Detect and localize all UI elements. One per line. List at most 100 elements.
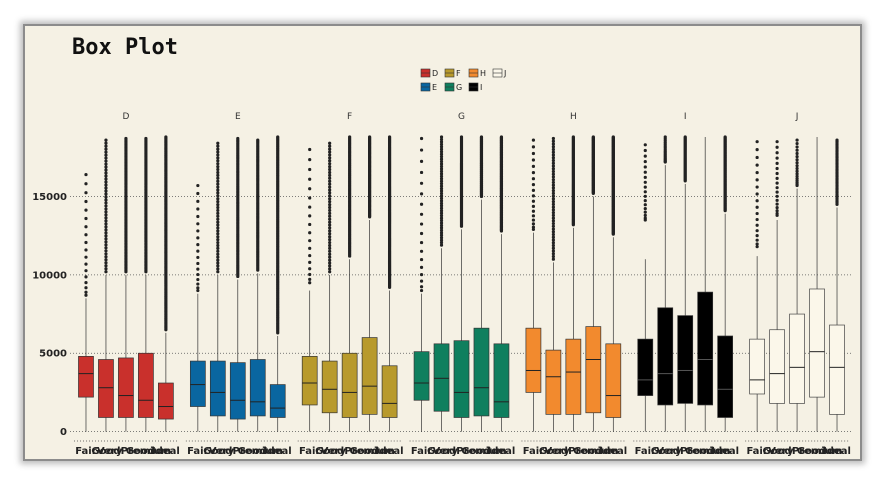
outlier-point	[755, 192, 759, 196]
facet-label: J	[795, 112, 799, 122]
box-ideal: Ideal	[711, 135, 739, 457]
outlier-point	[551, 230, 555, 234]
outlier-point	[643, 165, 647, 169]
outlier-point	[104, 264, 108, 268]
outlier-point	[164, 135, 168, 139]
outlier-point	[196, 272, 200, 277]
outlier-point	[439, 236, 444, 240]
outlier-point	[328, 147, 332, 151]
outlier-point	[216, 243, 220, 248]
outlier-point	[348, 135, 352, 139]
outlier-point	[499, 135, 504, 139]
box-good: Good	[763, 140, 792, 457]
outlier-point	[795, 158, 799, 162]
outlier-point	[104, 150, 108, 154]
outlier-point	[439, 226, 444, 230]
x-tick-label: Fair	[635, 446, 656, 457]
outlier-point	[419, 265, 424, 269]
outlier-point	[84, 248, 88, 252]
outlier-point	[551, 202, 555, 206]
outlier-point	[104, 198, 108, 202]
outlier-point	[419, 202, 424, 206]
outlier-point	[104, 171, 108, 175]
outlier-point	[643, 154, 647, 158]
outlier-point	[104, 141, 108, 145]
y-tick-label: 15000	[32, 192, 67, 203]
outlier-point	[368, 135, 372, 139]
outlier-point	[419, 240, 424, 245]
outlier-point	[419, 222, 424, 226]
outlier-point	[551, 142, 555, 146]
outlier-point	[104, 252, 108, 256]
x-tick-label: Ideal	[823, 446, 851, 457]
legend-label: E	[432, 83, 437, 92]
outlier-point	[216, 173, 220, 177]
outlier-point	[755, 178, 759, 182]
box-iqr	[473, 327, 490, 417]
outlier-point	[308, 272, 312, 277]
outlier-point	[196, 236, 200, 240]
outlier-point	[775, 209, 779, 213]
outlier-point	[104, 186, 108, 190]
outlier-point	[308, 187, 312, 191]
facet-label: H	[570, 112, 577, 122]
box-iqr	[321, 360, 338, 414]
outlier-point	[419, 257, 424, 262]
outlier-point	[328, 240, 332, 245]
outlier-point	[439, 223, 444, 228]
box-good: Good	[427, 135, 456, 457]
outlier-point	[755, 238, 759, 242]
outlier-point	[216, 270, 220, 274]
x-tick-label: Ideal	[488, 446, 516, 457]
box-iqr	[433, 343, 450, 412]
outlier-point	[775, 206, 779, 210]
outlier-point	[775, 151, 779, 155]
outlier-point	[611, 135, 615, 139]
outlier-point	[755, 234, 759, 238]
outlier-point	[124, 136, 128, 141]
outlier-point	[216, 179, 220, 183]
outlier-point	[551, 238, 555, 242]
outlier-point	[551, 175, 555, 179]
x-tick-label: Premium	[456, 446, 506, 457]
outlier-point	[328, 238, 332, 242]
outlier-point	[439, 241, 444, 245]
outlier-point	[439, 150, 444, 154]
outlier-point	[328, 270, 332, 274]
outlier-point	[276, 135, 280, 139]
x-tick-label: Premium	[233, 446, 283, 457]
outlier-point	[216, 226, 220, 230]
outlier-point	[104, 153, 108, 157]
outlier-point	[439, 214, 444, 218]
outlier-point	[795, 138, 799, 142]
outlier-point	[551, 197, 555, 201]
outlier-point	[439, 191, 444, 196]
facet-label: G	[458, 112, 465, 122]
outlier-point	[439, 194, 444, 198]
outlier-point	[755, 185, 759, 189]
outlier-point	[551, 161, 555, 165]
outlier-point	[328, 159, 332, 163]
outlier-point	[419, 148, 424, 152]
box-very-good: Very Good	[432, 135, 491, 457]
outlier-point	[104, 240, 108, 244]
outlier-point	[643, 159, 647, 164]
box-fair: Fair	[299, 147, 320, 457]
outlier-point	[643, 203, 647, 207]
outlier-point	[439, 186, 444, 191]
box-premium: Premium	[344, 135, 395, 457]
box-good: Good	[315, 141, 344, 457]
outlier-point	[775, 156, 779, 160]
outlier-point	[551, 219, 555, 223]
outlier-point	[328, 229, 332, 233]
box-iqr	[697, 291, 714, 406]
outlier-point	[419, 279, 424, 283]
outlier-point	[196, 183, 200, 188]
outlier-point	[216, 141, 220, 145]
outlier-point	[663, 135, 667, 139]
outlier-point	[775, 198, 779, 202]
